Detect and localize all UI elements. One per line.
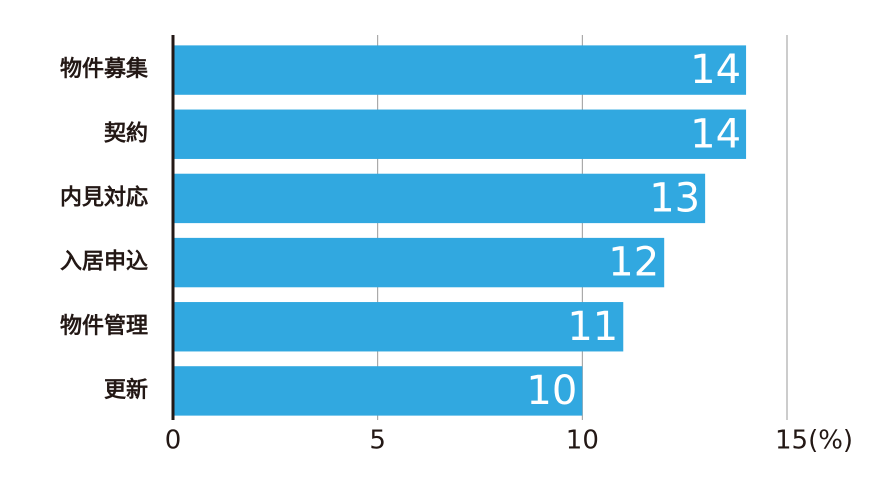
value-label: 13 <box>649 175 700 221</box>
value-label: 11 <box>567 304 618 350</box>
y-tick-label: 入居申込 <box>60 250 148 275</box>
y-tick-label: 内見対応 <box>60 184 148 210</box>
bar <box>173 366 583 416</box>
x-tick-label: 5 <box>369 426 386 456</box>
bar <box>173 109 747 159</box>
y-tick-label: 契約 <box>103 120 148 146</box>
bar <box>173 302 624 352</box>
bar <box>173 237 665 288</box>
bar <box>173 45 747 95</box>
value-label: 12 <box>608 240 659 286</box>
x-tick-label: 0 <box>165 426 182 456</box>
value-label: 14 <box>690 111 741 157</box>
bar <box>173 173 706 224</box>
value-label: 14 <box>690 47 741 93</box>
y-tick-label: 物件募集 <box>60 56 149 82</box>
x-tick-label: 15(%) <box>775 426 853 456</box>
value-label: 10 <box>526 368 577 414</box>
y-tick-label: 更新 <box>104 377 148 403</box>
y-tick-label: 物件管理 <box>60 313 148 339</box>
x-tick-label: 10 <box>566 426 599 456</box>
